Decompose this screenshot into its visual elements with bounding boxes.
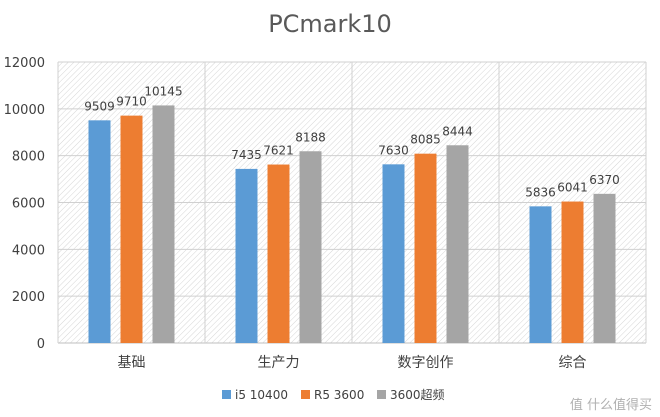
bar (120, 115, 143, 343)
bar (88, 120, 111, 343)
legend-swatch (377, 390, 386, 399)
legend-label: 3600超频 (390, 387, 445, 402)
y-tick-label: 8000 (12, 150, 45, 165)
legend-swatch (222, 390, 231, 399)
y-tick-label: 10000 (4, 103, 45, 118)
data-label: 7630 (378, 143, 409, 157)
watermark: 值 什么值得买 (569, 398, 652, 413)
x-category-label: 综合 (559, 355, 587, 371)
bar (593, 193, 616, 343)
y-tick-label: 0 (37, 337, 45, 352)
x-category-label: 生产力 (258, 355, 300, 371)
y-tick-label: 12000 (4, 56, 45, 71)
data-label: 8085 (410, 133, 441, 147)
bar (267, 164, 290, 343)
data-label: 9710 (116, 95, 147, 109)
data-label: 7435 (231, 148, 262, 162)
data-label: 10145 (144, 84, 182, 98)
data-label: 6370 (589, 173, 620, 187)
x-category-label: 基础 (118, 354, 146, 371)
data-label: 7621 (263, 144, 294, 158)
bar (152, 105, 175, 343)
y-tick-label: 2000 (12, 290, 45, 305)
bar (299, 151, 322, 343)
y-tick-label: 6000 (12, 197, 45, 212)
data-label: 5836 (525, 185, 556, 199)
legend-label: R5 3600 (314, 388, 364, 402)
legend-label: i5 10400 (235, 388, 288, 402)
data-label: 8444 (442, 124, 473, 138)
x-category-label: 数字创作 (398, 355, 454, 371)
chart-title: PCmark10 (268, 10, 392, 38)
y-tick-label: 4000 (12, 243, 45, 258)
bar (529, 206, 552, 343)
bar (561, 201, 584, 343)
bar (382, 164, 405, 343)
bar (446, 145, 469, 343)
data-label: 6041 (557, 181, 588, 195)
data-label: 8188 (295, 130, 326, 144)
bar (235, 168, 258, 343)
bar (414, 153, 437, 343)
data-label: 9509 (84, 99, 115, 113)
legend-swatch (301, 390, 310, 399)
